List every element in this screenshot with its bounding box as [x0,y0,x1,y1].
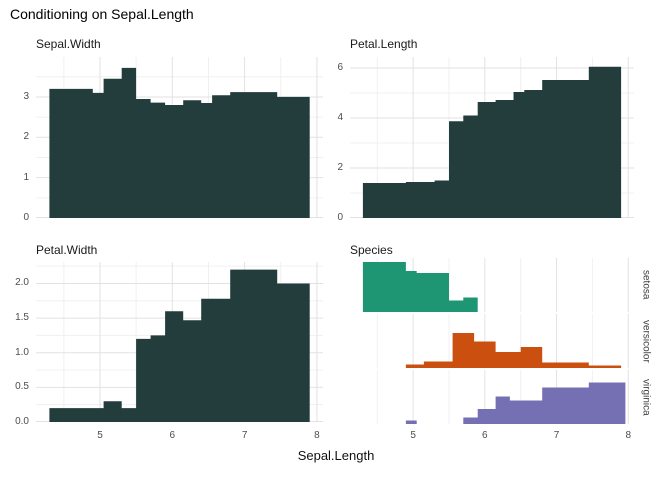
y-tick-label: 1.5 [15,312,29,324]
plot-area-petal-width [36,262,323,422]
y-tick-label: 1 [23,171,29,183]
x-tick-label: 8 [314,430,320,441]
y-tick-label: 2 [337,162,343,173]
x-tick-label: 5 [97,430,103,441]
strip-label-versicolor: versicolor [640,319,652,363]
y-tick-label: 2 [23,131,29,143]
y-tick-label: 4 [337,112,343,123]
plot-area-species-versicolor [376,314,629,368]
panel-title-petal-length: Petal.Length [350,37,418,51]
x-tick-label: 6 [169,430,176,441]
bars-sepal-width [49,67,310,218]
panel-title-sepal-width: Sepal.Width [36,37,101,51]
grid-lines [376,314,629,368]
x-tick-label: 5 [410,430,416,441]
y-tick-label: 0 [337,212,343,223]
x-tick-label: 6 [482,430,488,441]
y-tick-label: 1.0 [15,346,29,358]
plot-area-species-virginica [376,370,629,424]
plot-area-species-setosa [362,258,629,312]
strip-label-setosa: setosa [640,270,652,300]
y-tick-label: 0 [23,212,29,223]
bars-petal-length [362,66,622,218]
panel-title-petal-width: Petal.Width [36,243,98,257]
x-tick-label: 7 [241,430,248,441]
x-tick-label: 8 [625,430,632,441]
y-tick-label: 0.0 [15,416,29,427]
x-axis-title: Sepal.Length [297,448,375,463]
plot-area-sepal-width [36,57,323,218]
strip-label-virginica: virginica [640,378,652,416]
bars-petal-width [49,269,310,422]
figure-title: Conditioning on Sepal.Length [10,6,194,22]
y-tick-label: 3 [23,90,29,102]
y-tick-label: 0.5 [15,381,29,393]
bars-versicolor [405,333,622,368]
x-tick-label: 7 [553,430,560,441]
y-tick-label: 6 [337,62,343,73]
y-tick-label: 2.0 [15,277,29,289]
panel-title-species: Species [350,243,393,257]
bars-setosa [362,262,478,312]
plot-area-petal-length [350,57,634,218]
bars-virginica [405,382,626,424]
